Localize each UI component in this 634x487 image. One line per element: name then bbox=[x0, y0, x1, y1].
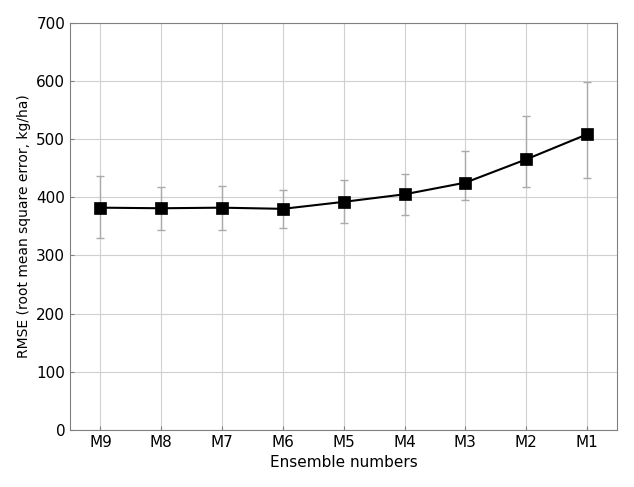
X-axis label: Ensemble numbers: Ensemble numbers bbox=[270, 455, 418, 470]
Y-axis label: RMSE (root mean square error, kg/ha): RMSE (root mean square error, kg/ha) bbox=[16, 94, 30, 358]
